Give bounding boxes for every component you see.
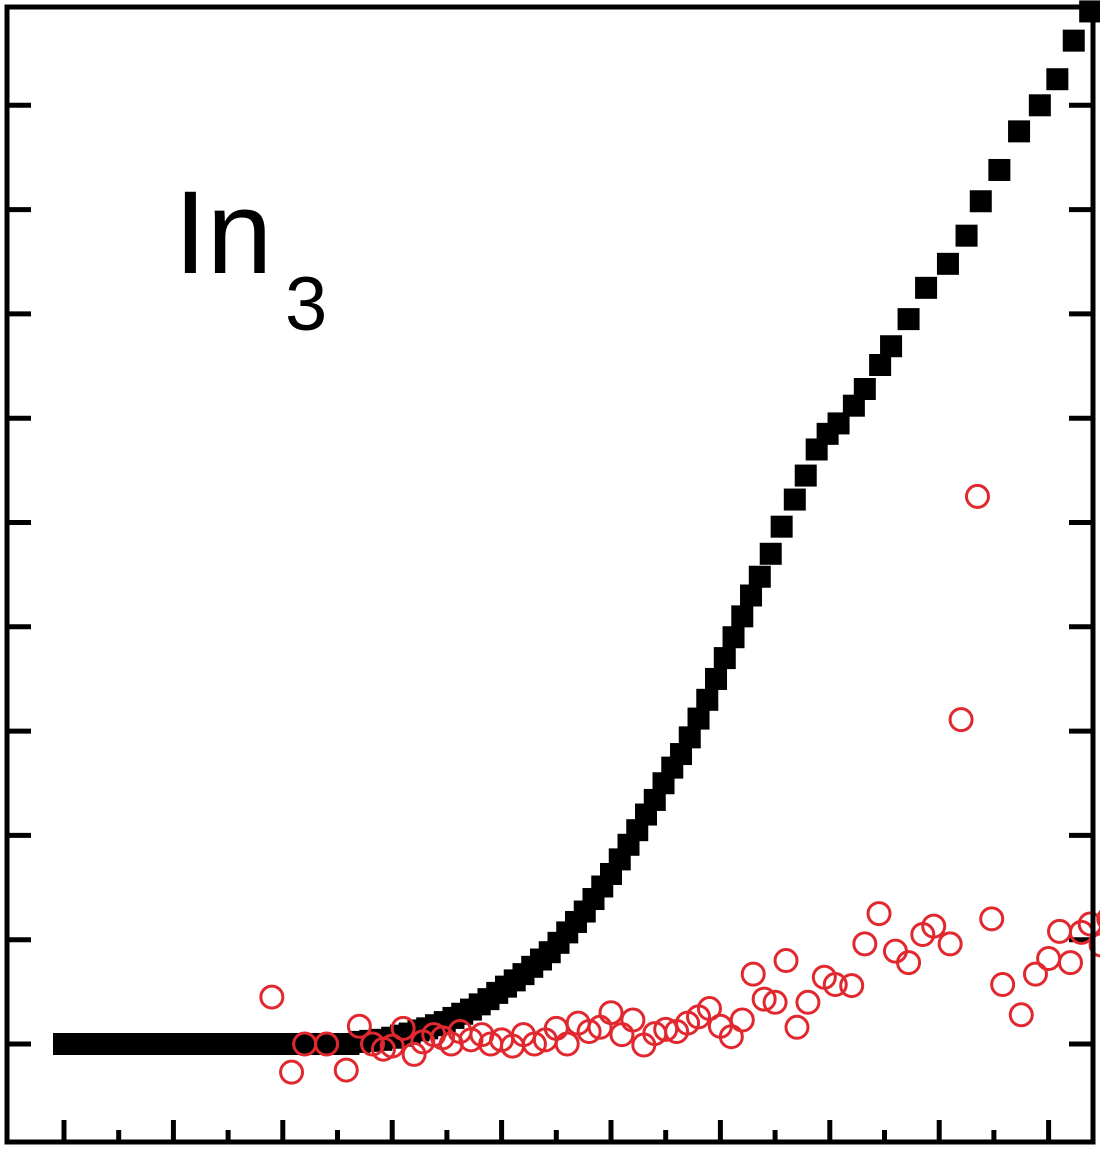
circle-point	[346, 1013, 372, 1039]
circle-point	[990, 972, 1016, 998]
circle-point	[1022, 961, 1048, 987]
circle-point	[979, 906, 1005, 932]
square-point	[1028, 94, 1051, 117]
sample-label-subscript: 3	[285, 262, 327, 347]
circle-point	[279, 1059, 305, 1085]
circle-point	[948, 707, 974, 733]
circle-point	[937, 931, 963, 957]
square-point	[748, 565, 771, 588]
square-point	[783, 488, 806, 511]
circle-point	[1088, 932, 1100, 958]
circle-point	[729, 1007, 755, 1033]
square-point	[880, 335, 903, 358]
circle-point	[852, 931, 878, 957]
circle-point	[1036, 945, 1062, 971]
plot-frame	[4, 4, 1096, 1145]
square-point	[740, 584, 763, 607]
square-series	[53, 0, 1100, 1055]
square-point	[853, 377, 876, 400]
square-point	[827, 412, 850, 435]
square-point	[670, 743, 693, 766]
square-point	[770, 515, 793, 538]
circle-series	[259, 483, 1100, 1085]
circle-point	[784, 1014, 810, 1040]
circle-point	[896, 950, 922, 976]
circle-point	[795, 989, 821, 1015]
square-point	[678, 726, 701, 749]
square-point	[915, 276, 938, 299]
square-point	[1008, 120, 1031, 143]
circle-point	[390, 1015, 416, 1041]
square-point	[842, 394, 865, 417]
square-point	[687, 707, 710, 730]
circle-point	[521, 1031, 547, 1057]
circle-point	[773, 948, 799, 974]
square-point	[1062, 29, 1085, 52]
square-point	[759, 542, 782, 565]
square-point	[897, 308, 920, 331]
square-point	[705, 667, 728, 690]
circle-point	[1077, 911, 1100, 937]
circle-point	[964, 483, 990, 509]
major-x-ticks	[61, 1120, 1052, 1142]
square-point	[1046, 68, 1069, 91]
square-point	[722, 626, 745, 649]
square-point	[643, 788, 666, 811]
sample-label: In	[174, 167, 272, 299]
y-ticks	[7, 102, 1093, 1047]
circle-point	[333, 1057, 359, 1083]
circle-point	[921, 913, 947, 939]
circle-point	[762, 989, 788, 1015]
circle-point	[609, 1022, 635, 1048]
square-point	[955, 224, 978, 247]
circle-point	[259, 984, 285, 1010]
circle-point	[576, 1018, 602, 1044]
circle-point	[839, 973, 865, 999]
circle-point	[740, 961, 766, 987]
circle-point	[822, 972, 848, 998]
circle-point	[401, 1041, 427, 1067]
circle-point	[1008, 1002, 1034, 1028]
circle-point	[1047, 918, 1073, 944]
circle-point	[598, 1000, 624, 1026]
circle-point	[696, 996, 722, 1022]
circle-point	[751, 986, 777, 1012]
circle-point	[882, 938, 908, 964]
circle-point	[620, 1007, 646, 1033]
square-point	[794, 464, 817, 487]
square-point	[731, 605, 754, 628]
sample-label-main: In	[174, 167, 272, 299]
square-point	[713, 647, 736, 670]
circle-point	[379, 1033, 405, 1059]
square-point	[869, 354, 892, 377]
circle-point	[866, 901, 892, 927]
circle-point	[653, 1016, 679, 1042]
circle-point	[1057, 950, 1083, 976]
circle-point	[1096, 909, 1100, 928]
square-point	[936, 252, 959, 275]
circle-point	[554, 1031, 580, 1057]
circle-point	[314, 1031, 340, 1057]
square-point	[969, 190, 992, 213]
square-point	[696, 688, 719, 711]
square-point	[988, 158, 1011, 181]
square-point	[1079, 0, 1100, 23]
